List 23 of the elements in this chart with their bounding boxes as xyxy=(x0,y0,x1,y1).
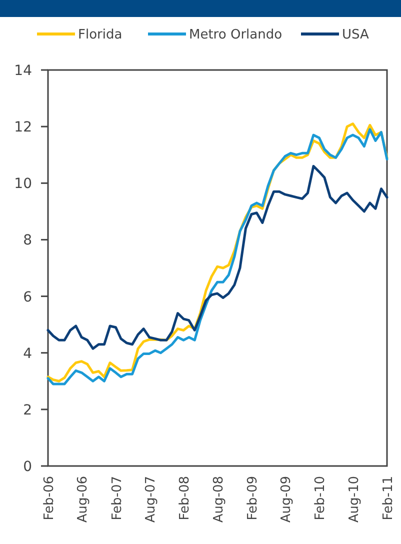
x-tick-label: Feb-10 xyxy=(313,476,328,520)
y-tick-label: 0 xyxy=(23,459,32,475)
x-tick-label: Aug-08 xyxy=(211,476,226,523)
y-tick-label: 2 xyxy=(23,402,32,418)
x-tick-label: Feb-06 xyxy=(42,476,57,520)
x-tick-label: Aug-10 xyxy=(346,476,362,523)
legend-label: Florida xyxy=(78,28,122,42)
x-tick-label: Feb-11 xyxy=(381,476,396,520)
y-tick-label: 4 xyxy=(23,346,32,362)
y-tick-label: 6 xyxy=(23,289,32,306)
x-tick-label: Aug-07 xyxy=(143,476,158,523)
legend-label: USA xyxy=(342,28,370,42)
y-tick-label: 10 xyxy=(14,176,32,192)
y-tick-label: 12 xyxy=(14,120,32,136)
legend-label: Metro Orlando xyxy=(189,28,282,42)
x-tick-label: Feb-08 xyxy=(178,476,193,520)
x-tick-label: Aug-09 xyxy=(279,476,294,523)
x-tick-label: Aug-06 xyxy=(76,476,91,523)
line-series xyxy=(46,164,388,350)
x-tick-label: Feb-09 xyxy=(245,476,260,520)
x-tick-label: Feb-07 xyxy=(110,476,125,520)
y-tick-label: 8 xyxy=(23,232,32,249)
y-tick-label: 14 xyxy=(14,63,32,79)
